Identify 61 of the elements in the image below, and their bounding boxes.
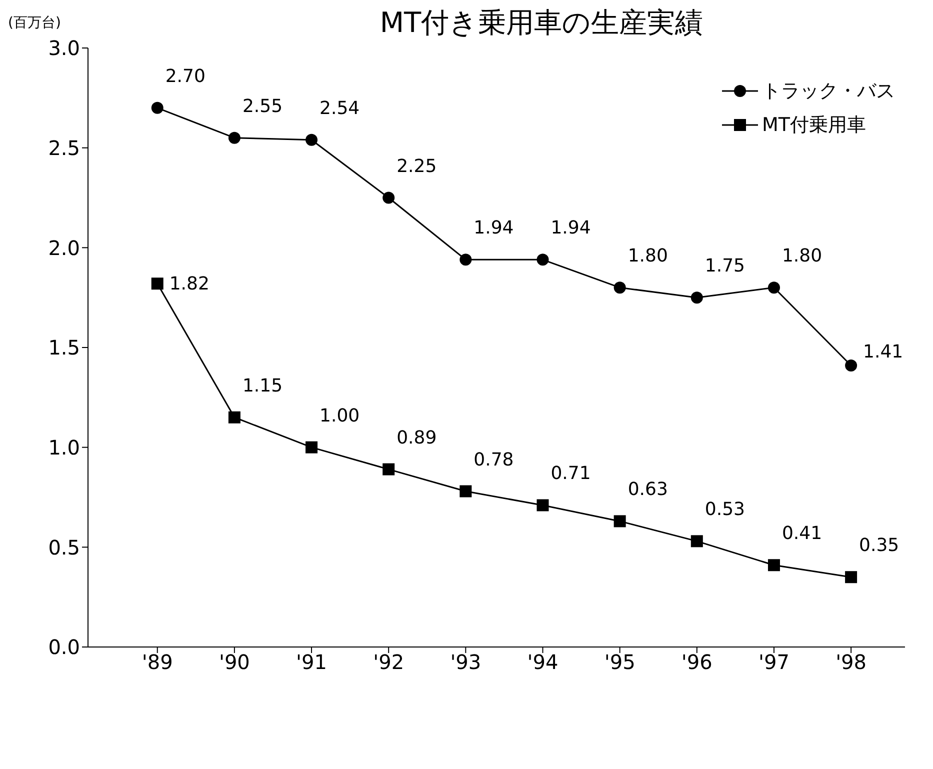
x-tick-label: '97: [758, 650, 790, 674]
point: [228, 411, 240, 424]
point: [151, 278, 164, 290]
y-tick-label: 1.5: [48, 336, 80, 360]
x-tick-label: '94: [527, 650, 558, 674]
y-tick-label: 0.0: [48, 635, 80, 660]
point: [228, 132, 240, 144]
legend-label: MT付乗用車: [762, 113, 866, 138]
point: [768, 559, 780, 572]
x-tick-label: '89: [142, 650, 173, 674]
point: [614, 515, 626, 528]
data-label: 1.80: [628, 246, 668, 267]
data-label: 2.25: [396, 156, 437, 177]
chart-title: MT付き乗用車の生産実績: [378, 6, 704, 39]
point: [614, 282, 626, 294]
data-label: 2.70: [165, 66, 206, 87]
y-tick-label: 0.5: [48, 535, 80, 560]
y-tick-label: 2.5: [48, 136, 80, 160]
point: [690, 535, 703, 548]
data-label: 1.80: [782, 246, 822, 267]
data-label: 0.53: [704, 499, 745, 520]
point: [382, 463, 395, 476]
point: [536, 254, 549, 266]
data-label: 1.94: [474, 218, 514, 239]
x-tick-label: '90: [218, 650, 250, 674]
data-label: 0.35: [859, 535, 900, 556]
x-tick-label: '93: [450, 650, 482, 674]
point: [690, 292, 703, 304]
data-label: 1.94: [550, 218, 591, 239]
y-tick-label: 2.0: [48, 236, 80, 260]
data-label: 2.55: [242, 96, 283, 117]
data-label: 1.00: [320, 405, 360, 426]
point: [460, 485, 472, 498]
point: [382, 192, 395, 204]
x-tick-label: '96: [681, 650, 712, 674]
data-label: 0.78: [474, 449, 514, 470]
y-axis-title: (百万台): [8, 14, 61, 32]
point: [536, 499, 549, 512]
point: [768, 282, 780, 294]
data-label: 1.41: [863, 341, 904, 362]
data-label: 0.63: [628, 479, 668, 500]
x-tick-label: '98: [836, 650, 867, 674]
legend-label: トラック・バス: [762, 79, 895, 104]
data-label: 0.41: [782, 523, 822, 544]
point: [306, 441, 318, 454]
point: [845, 571, 858, 584]
y-tick-label: 3.0: [48, 36, 80, 60]
data-label: 0.71: [550, 463, 591, 484]
point: [845, 359, 858, 372]
point: [151, 102, 164, 114]
x-tick-label: '95: [604, 650, 636, 674]
y-tick-label: 1.0: [48, 435, 80, 460]
x-tick-label: '92: [373, 650, 404, 674]
point: [460, 254, 472, 266]
data-label: 1.15: [242, 375, 283, 396]
data-label: 2.54: [320, 98, 360, 119]
point: [306, 134, 318, 146]
x-tick-label: '91: [296, 650, 327, 674]
data-label: 0.89: [396, 427, 437, 448]
data-label: 1.75: [704, 256, 745, 277]
data-label: 1.82: [169, 274, 210, 295]
